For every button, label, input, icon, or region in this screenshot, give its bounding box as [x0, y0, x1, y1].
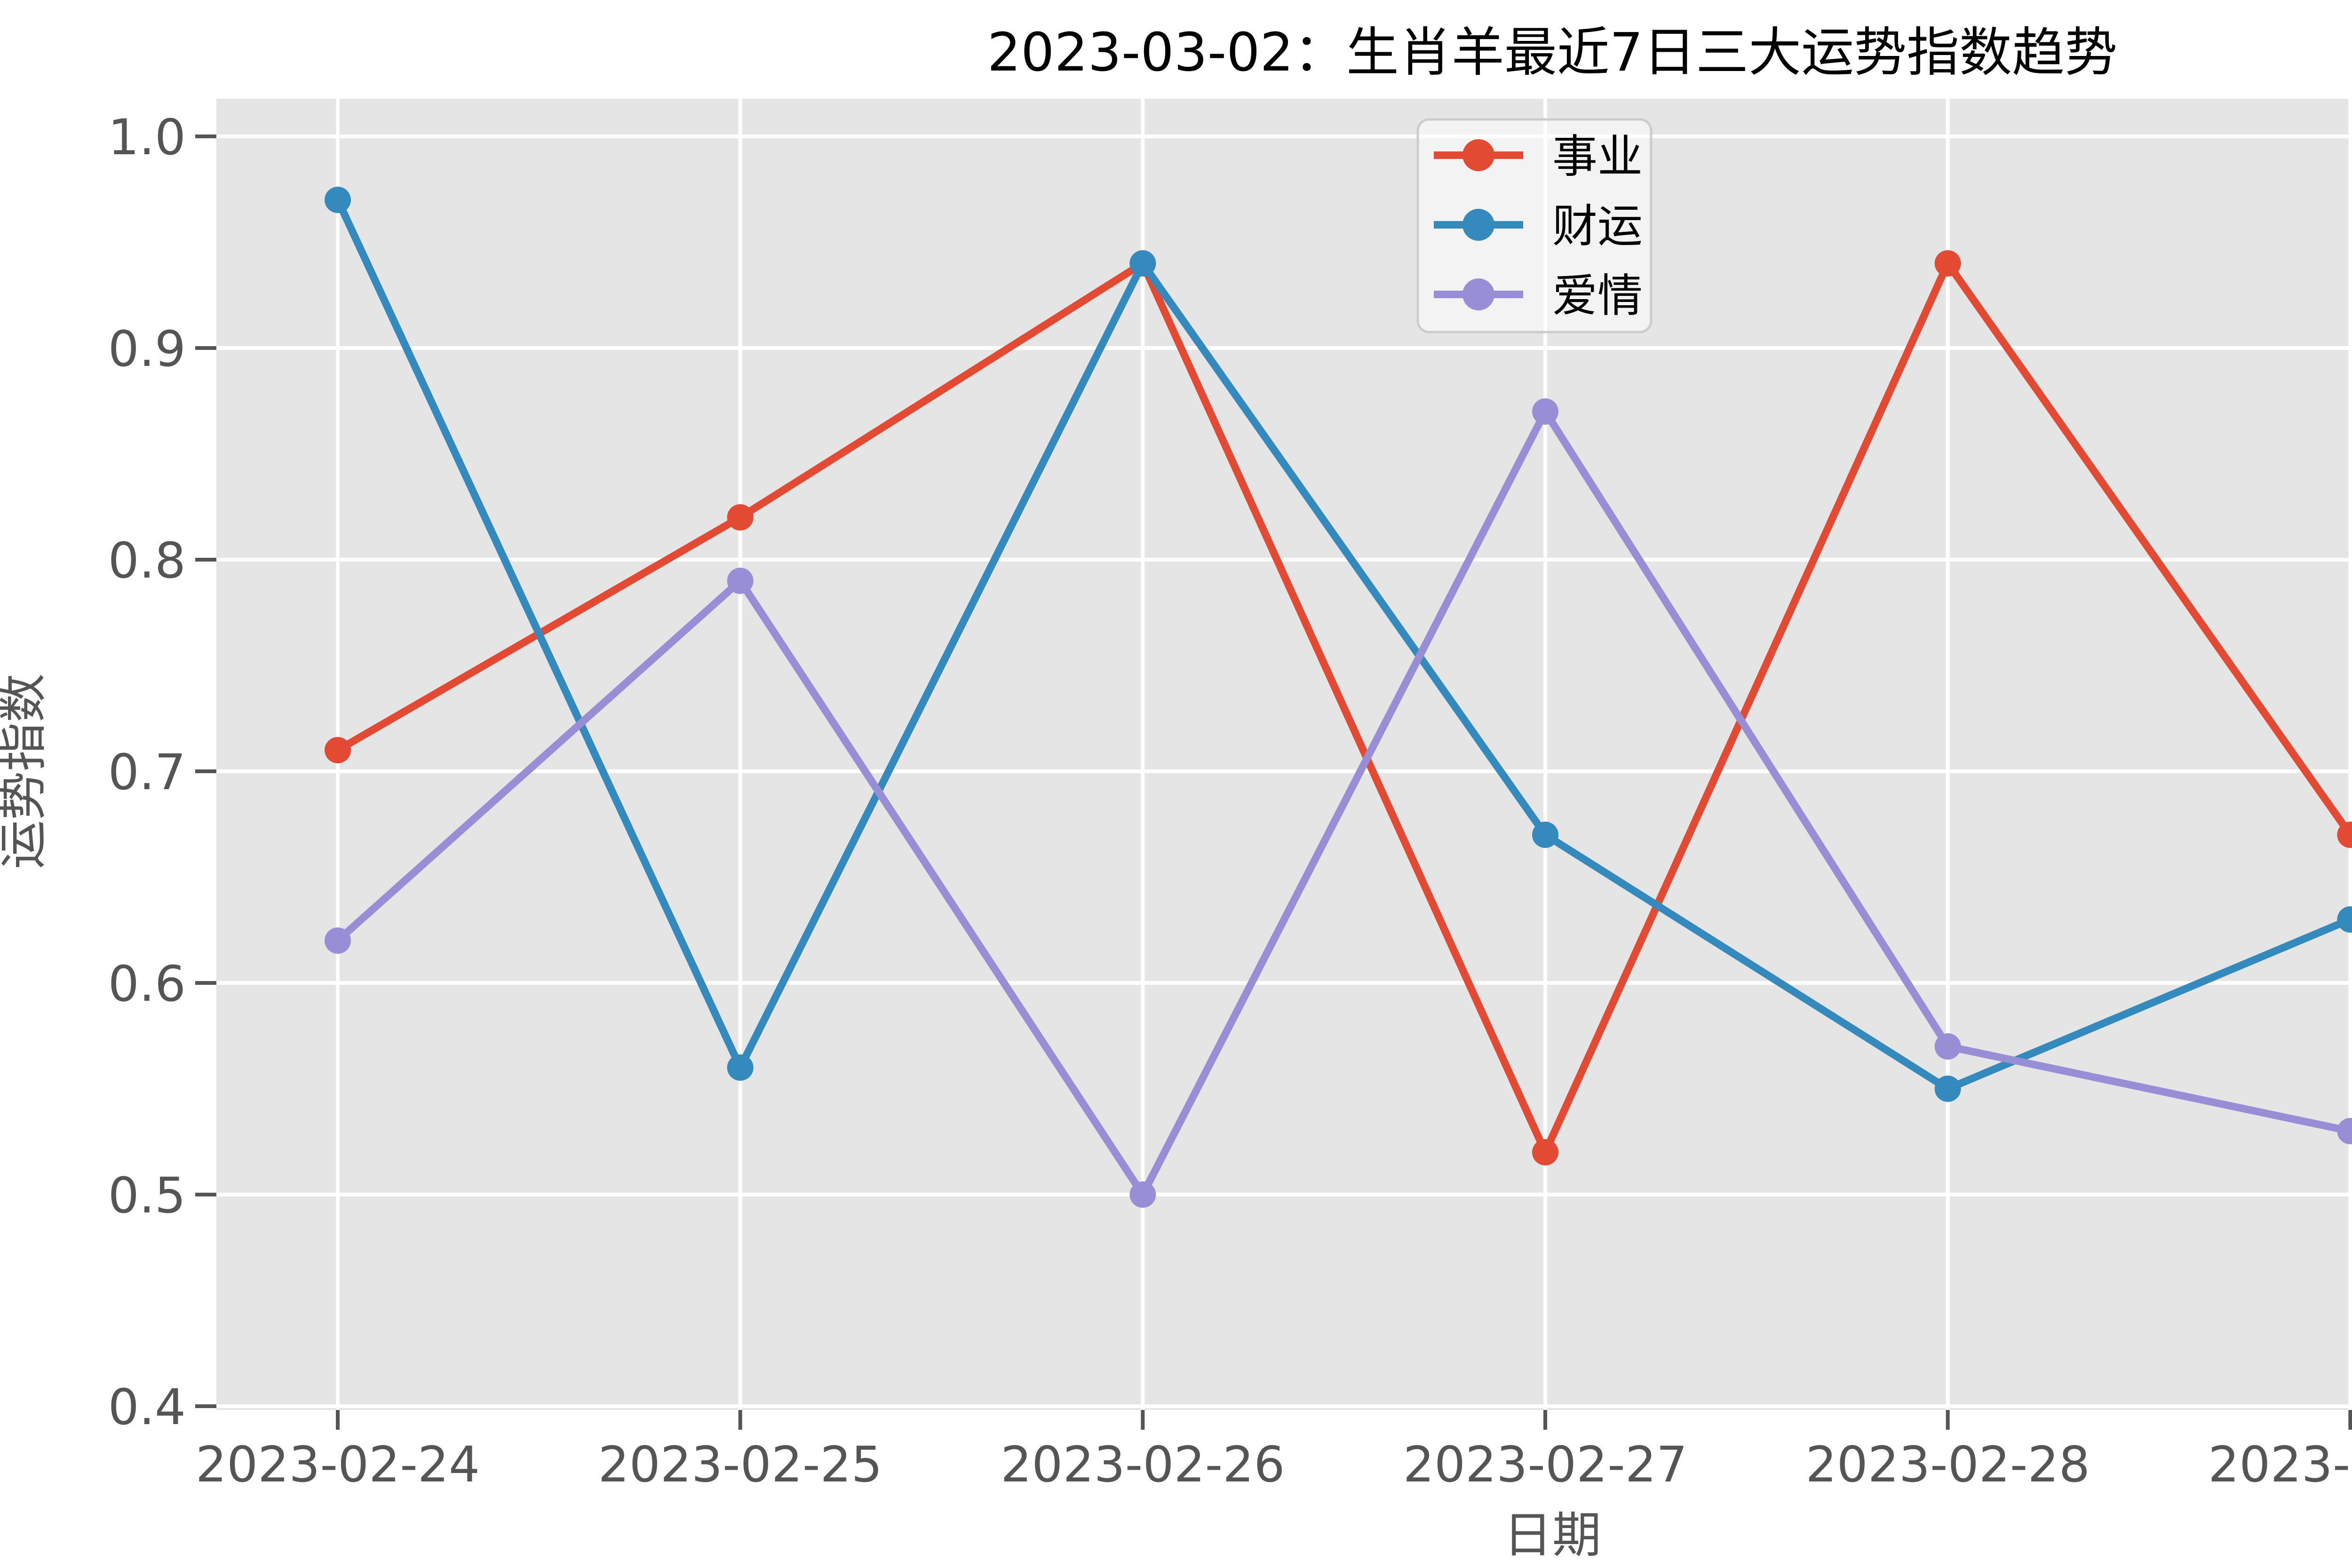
series-0-point-3 [1532, 1139, 1559, 1165]
legend-item-wealth: 财运 [1434, 200, 1643, 253]
series-1-point-3 [1532, 822, 1559, 848]
series-2-point-3 [1532, 398, 1559, 425]
chart-title: 2023-03-02：生肖羊最近7日三大运势指数趋势 [987, 22, 2117, 83]
series-2-point-5 [2337, 1118, 2352, 1144]
y-tick-label: 0.6 [108, 955, 186, 1013]
career-legend-marker-icon [1462, 139, 1494, 171]
plot-area: 2023-02-24 2023-02-25 2023-02-26 2023-02-27… [108, 99, 2352, 1493]
x-tick-label: 2023-02-28 [1805, 1436, 2090, 1493]
series-1-point-5 [2337, 906, 2352, 933]
y-tick-label: 0.7 [108, 744, 186, 801]
y-tick-label: 1.0 [108, 109, 186, 166]
series-1-point-0 [325, 187, 351, 213]
legend-label-career: 事业 [1552, 130, 1643, 183]
x-tick-label: 2023-02-24 [196, 1436, 480, 1493]
series-0-point-0 [325, 737, 351, 763]
x-tick-label: 2023-03-01 [2208, 1436, 2352, 1493]
x-tick-label: 2023-02-26 [1001, 1436, 1285, 1493]
legend: 事业 财运 爱情 [1416, 118, 1653, 333]
series-0-point-1 [727, 504, 754, 531]
series-2-point-0 [325, 927, 351, 954]
x-tick-label: 2023-02-27 [1403, 1436, 1687, 1493]
plot-background [216, 99, 2352, 1410]
love-legend-marker-icon [1462, 278, 1494, 310]
legend-item-career: 事业 [1434, 130, 1643, 183]
series-2-point-4 [1934, 1033, 1961, 1060]
series-2-point-1 [727, 568, 754, 594]
series-0-point-4 [1934, 250, 1961, 277]
y-tick-label: 0.9 [108, 320, 186, 378]
series-0-point-5 [2337, 822, 2352, 848]
y-tick-label: 0.4 [108, 1378, 186, 1436]
legend-item-love: 爱情 [1434, 269, 1643, 322]
series-1-point-2 [1129, 250, 1156, 277]
y-axis-label: 运势指数 [0, 673, 52, 869]
x-tick-label: 2023-02-25 [598, 1436, 882, 1493]
legend-label-wealth: 财运 [1552, 200, 1643, 253]
legend-label-love: 爱情 [1552, 269, 1643, 322]
series-2-point-2 [1129, 1181, 1156, 1208]
wealth-legend-marker-icon [1462, 209, 1494, 241]
x-axis-label: 日期 [1503, 1506, 1601, 1564]
y-tick-label: 0.5 [108, 1167, 186, 1224]
y-tick-label: 0.8 [108, 532, 186, 589]
series-1-point-1 [727, 1054, 754, 1081]
series-1-point-4 [1934, 1076, 1961, 1102]
